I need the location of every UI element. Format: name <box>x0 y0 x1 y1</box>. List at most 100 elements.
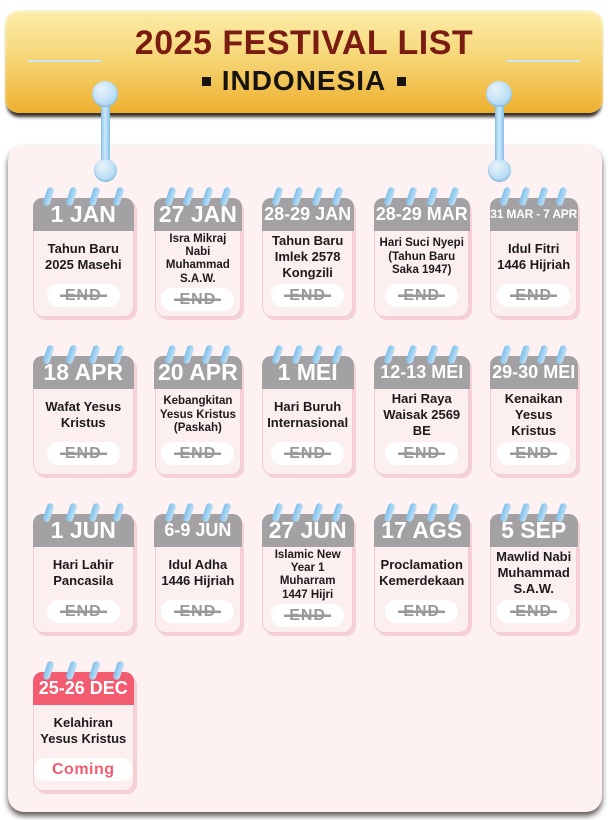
status-text: END <box>284 606 332 626</box>
binder-ring-icon <box>555 502 568 523</box>
binder-rings <box>263 186 352 207</box>
binder-ring-icon <box>331 502 344 523</box>
binder-rings <box>156 186 241 207</box>
binder-ring-icon <box>182 186 195 207</box>
binder-ring-icon <box>536 186 550 207</box>
status-badge: END <box>385 284 459 307</box>
binder-ring-icon <box>182 344 195 365</box>
festival-date: 18 APR <box>43 358 124 385</box>
decor-line-right-icon <box>506 60 580 62</box>
status-text: END <box>398 444 446 463</box>
status-badge: END <box>385 600 459 623</box>
binder-ring-icon <box>536 344 550 365</box>
bullet-square-icon <box>397 76 407 86</box>
binder-rings <box>491 502 576 523</box>
binder-ring-icon <box>404 502 418 523</box>
pin-cap-icon <box>92 81 118 107</box>
festival-card: 27 JUN Islamic New Year 1 Muharram 1447 H… <box>261 502 354 633</box>
festival-card: 25-26 DEC Kelahiran Yesus Kristus Coming <box>32 660 135 791</box>
binder-ring-icon <box>65 344 78 365</box>
festival-name-area: Idul Fitri 1446 Hijriah <box>491 231 576 285</box>
festival-date: 6-9 JUN <box>164 519 232 540</box>
binder-ring-icon <box>200 186 214 207</box>
festival-date: 29-30 MEI <box>492 361 576 382</box>
festival-card: 28-29 MAR Hari Suci Nyepi (Tahun Baru Sak… <box>373 186 470 317</box>
festival-name-area: Proclamation Kemerdekaan <box>375 547 468 601</box>
festival-card: 31 MAR - 7 APR Idul Fitri 1446 Hijriah END <box>489 186 578 317</box>
festival-name-area: Kebangkitan Yesus Kristus (Paskah) <box>156 389 241 443</box>
festival-name-area: Hari Lahir Pancasila <box>34 547 133 601</box>
binder-ring-icon <box>88 502 102 523</box>
binder-ring-icon <box>111 344 125 365</box>
binder-ring-icon <box>311 344 324 365</box>
festival-card: 29-30 MEI Kenaikan Yesus Kristus END <box>489 344 578 475</box>
status-text: END <box>59 444 107 463</box>
pin-cap-icon <box>487 159 511 182</box>
status-badge: END <box>497 600 571 623</box>
decor-line-left-icon <box>28 60 102 62</box>
binder-ring-icon <box>219 186 232 207</box>
status-badge: END <box>46 600 120 623</box>
binder-ring-icon <box>65 660 78 681</box>
festival-name: Tahun Baru 2025 Masehi <box>44 241 122 273</box>
binder-rings <box>375 344 468 365</box>
festival-name: Proclamation Kemerdekaan <box>379 557 465 589</box>
festival-name: Kelahiran Yesus Kristus <box>40 715 127 747</box>
binder-rings <box>34 502 133 523</box>
pin-rod <box>100 93 110 173</box>
binder-ring-icon <box>271 344 284 365</box>
festival-name: Idul Fitri 1446 Hijriah <box>497 241 571 273</box>
binder-ring-icon <box>200 502 214 523</box>
festival-name-area: Mawlid Nabi Muhammad S.A.W. <box>491 547 576 601</box>
binder-ring-icon <box>518 344 531 365</box>
binder-ring-icon <box>426 186 439 207</box>
status-text: END <box>174 290 222 310</box>
status-text: END <box>510 602 558 621</box>
binder-ring-icon <box>536 502 550 523</box>
festival-card: 1 JUN Hari Lahir Pancasila END <box>32 502 135 633</box>
binder-ring-icon <box>271 502 284 523</box>
binder-rings <box>375 186 468 207</box>
binder-ring-icon <box>447 344 461 365</box>
status-badge: END <box>271 284 345 307</box>
status-badge: END <box>497 284 571 307</box>
status-badge: END <box>161 288 235 312</box>
country-subtitle: INDONESIA <box>221 65 387 97</box>
status-badge: END <box>271 604 345 628</box>
festival-name-area: Kelahiran Yesus Kristus <box>34 705 133 759</box>
binder-rings <box>34 660 133 681</box>
page-title: 2025 FESTIVAL LIST <box>134 23 474 62</box>
binder-rings <box>263 344 352 365</box>
binder-rings <box>156 344 241 365</box>
binder-ring-icon <box>163 502 177 523</box>
festival-card: 6-9 JUN Idul Adha 1446 Hijriah END <box>154 502 242 633</box>
festival-name: Hari Lahir Pancasila <box>52 557 114 589</box>
bullet-square-icon <box>201 76 211 86</box>
status-text: END <box>510 444 558 463</box>
binder-ring-icon <box>88 344 102 365</box>
festival-name: Hari Raya Waisak 2569 BE <box>383 391 461 439</box>
country-subtitle-row: INDONESIA <box>201 65 407 97</box>
binder-ring-icon <box>383 344 396 365</box>
binder-ring-icon <box>219 344 232 365</box>
binder-ring-icon <box>447 502 461 523</box>
binder-ring-icon <box>111 502 125 523</box>
festival-panel: 1 JAN Tahun Baru 2025 Masehi END 27 JAN Isra… <box>8 145 602 812</box>
binder-rings <box>34 344 133 365</box>
hanger-pin-right <box>486 81 512 195</box>
festival-name-area: Tahun Baru 2025 Masehi <box>34 231 133 285</box>
festival-card: 12-13 MEI Hari Raya Waisak 2569 BE END <box>373 344 470 475</box>
festival-grid: 1 JAN Tahun Baru 2025 Masehi END 27 JAN Isra… <box>8 145 602 791</box>
binder-ring-icon <box>426 344 439 365</box>
binder-ring-icon <box>291 186 304 207</box>
status-text: Coming <box>52 761 115 778</box>
festival-name: Mawlid Nabi Muhammad S.A.W. <box>496 549 572 597</box>
binder-ring-icon <box>518 186 531 207</box>
festival-card: 20 APR Kebangkitan Yesus Kristus (Paskah)… <box>154 344 242 475</box>
festival-date: 25-26 DEC <box>38 677 128 698</box>
binder-ring-icon <box>311 186 324 207</box>
status-text: END <box>398 286 446 305</box>
binder-ring-icon <box>383 502 396 523</box>
festival-card: 28-29 JAN Tahun Baru Imlek 2578 Kongzili E… <box>261 186 354 317</box>
festival-name-area: Idul Adha 1446 Hijriah <box>156 547 241 601</box>
